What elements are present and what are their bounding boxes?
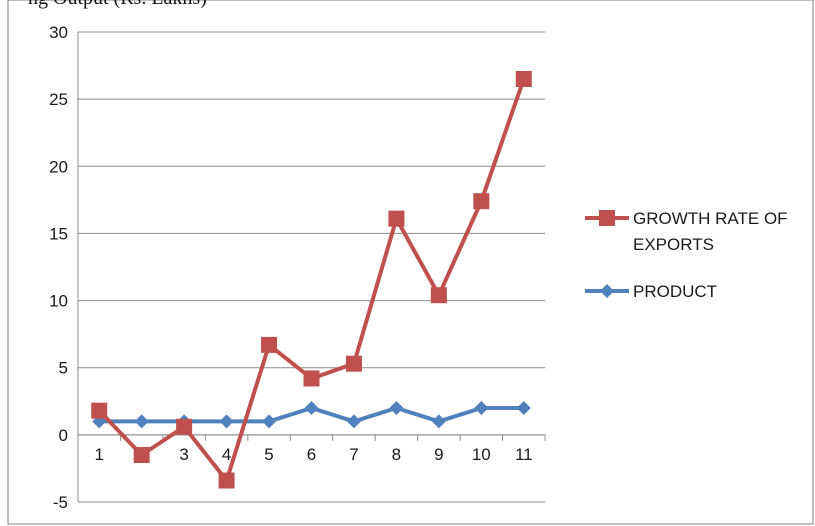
y-tick-label: 25: [49, 90, 68, 109]
data-point: [261, 336, 278, 353]
data-point: [515, 71, 532, 87]
data-point: [431, 414, 446, 429]
y-tick-label: 20: [49, 157, 68, 176]
chart-border: [7, 0, 814, 525]
legend-label: EXPORTS: [633, 235, 714, 254]
data-point: [176, 418, 193, 435]
data-point: [389, 401, 404, 415]
data-point: [91, 402, 108, 419]
x-tick-label: 9: [434, 445, 443, 464]
legend-item: PRODUCT: [585, 282, 717, 301]
x-tick-label: 4: [222, 445, 231, 464]
y-tick-label: 15: [49, 224, 68, 243]
y-tick-label: 30: [49, 23, 68, 42]
header-fragment: ng Output (Rs. Lakhs): [28, 0, 207, 9]
y-tick-label: 10: [49, 292, 68, 311]
series-product: [92, 401, 531, 429]
data-point: [430, 287, 447, 304]
data-point: [473, 193, 490, 210]
x-tick-label: 6: [307, 445, 316, 464]
x-tick-label: 1: [94, 445, 103, 464]
data-point: [262, 414, 277, 429]
data-point: [304, 401, 319, 415]
data-point: [134, 414, 149, 429]
x-tick-label: 3: [179, 445, 188, 464]
data-point: [218, 472, 235, 489]
legend-marker: [600, 284, 614, 298]
y-tick-label: -5: [53, 493, 68, 512]
legend-label: PRODUCT: [633, 282, 717, 301]
data-point: [516, 401, 531, 415]
data-point: [303, 370, 320, 387]
y-tick-label: 0: [59, 426, 68, 445]
x-tick-label: 7: [349, 445, 358, 464]
legend-label: GROWTH RATE OF: [633, 209, 788, 228]
y-tick-label: 5: [59, 359, 68, 378]
x-tick-label: 11: [515, 445, 533, 464]
series-growth-rate-of-exports: [91, 71, 532, 489]
data-point: [474, 401, 489, 415]
x-tick-label: 8: [392, 445, 401, 464]
x-tick-label: 10: [472, 445, 491, 464]
legend-marker: [599, 210, 615, 226]
legend-item: GROWTH RATE OF EXPORTS: [585, 209, 788, 254]
data-point: [388, 210, 405, 227]
x-tick-label: 5: [264, 445, 273, 464]
data-point: [219, 414, 234, 429]
data-point: [133, 447, 150, 463]
data-point: [346, 414, 361, 429]
data-point: [345, 355, 362, 372]
